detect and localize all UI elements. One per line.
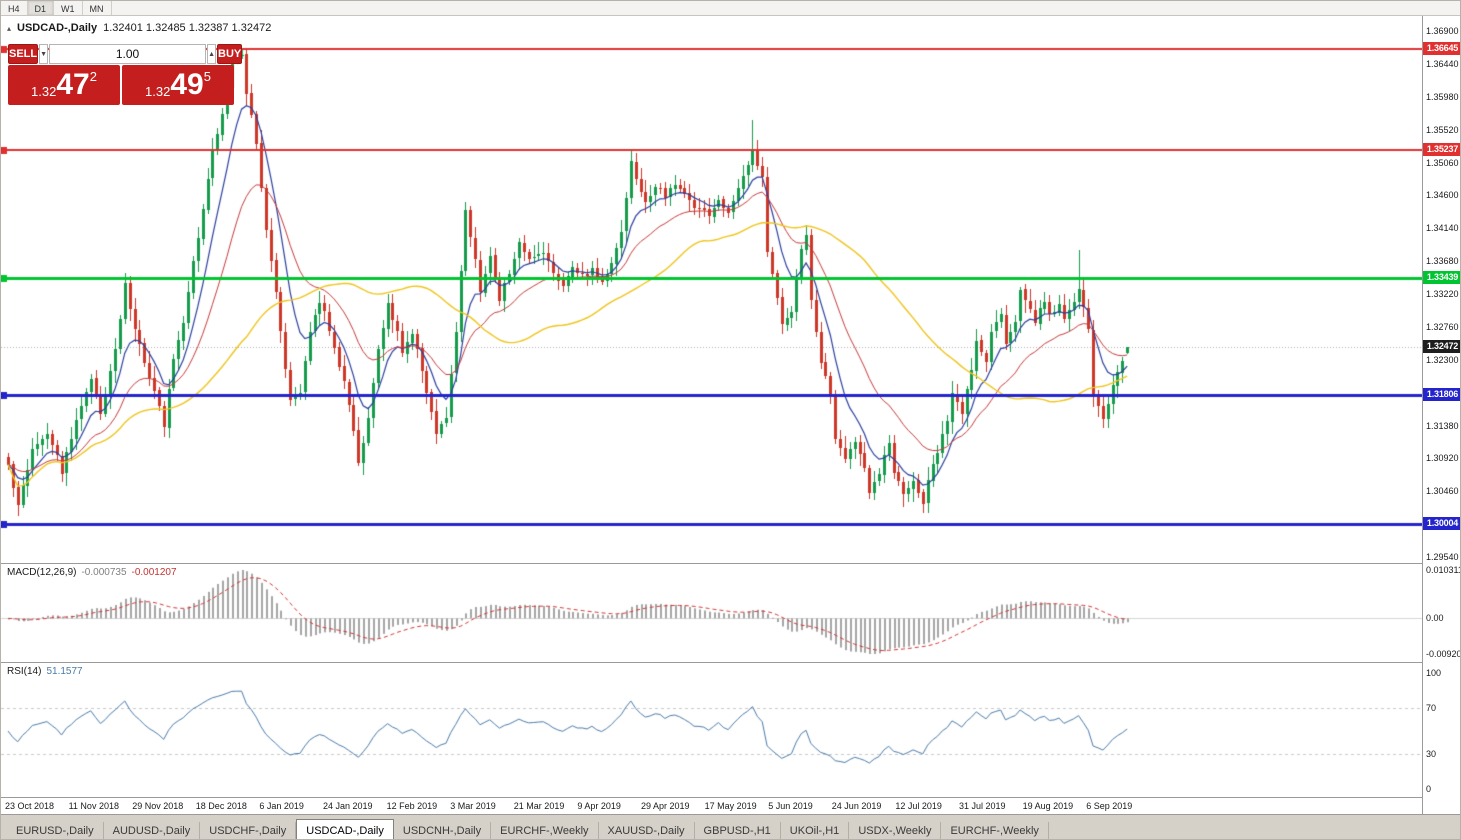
price-axis-label: 1.33220 xyxy=(1426,289,1459,299)
rsi-axis-label: 30 xyxy=(1426,749,1437,760)
volume-decrease-button[interactable]: ▼ xyxy=(39,44,49,64)
panel-separator xyxy=(1,797,1460,798)
chart-tab-8[interactable]: UKOil-,H1 xyxy=(781,822,850,839)
chart-tab-10[interactable]: EURCHF-,Weekly xyxy=(941,822,1049,839)
time-axis-label: 9 Apr 2019 xyxy=(577,801,621,811)
macd-name: MACD(12,26,9) xyxy=(7,567,77,578)
price-axis-label: 1.36900 xyxy=(1426,26,1459,36)
price-axis-label: 1.35520 xyxy=(1426,124,1459,135)
timeframe-button-d1[interactable]: D1 xyxy=(27,1,55,15)
time-axis-label: 12 Feb 2019 xyxy=(386,801,438,811)
rsi-label: RSI(14) 51.1577 xyxy=(7,666,83,677)
price-axis[interactable]: 1.36900 1.36440 1.35980 1.35520 1.35060 1.346… xyxy=(1422,16,1461,814)
sell-button[interactable]: SELL xyxy=(8,44,39,64)
chart-tab-3[interactable]: USDCAD-,Daily xyxy=(296,819,394,839)
buy-price-prefix: 1.32 xyxy=(145,84,171,99)
macd-signal-value: -0.001207 xyxy=(131,567,177,578)
chart-tab-9[interactable]: USDX-,Weekly xyxy=(849,822,942,839)
time-axis-label: 6 Jan 2019 xyxy=(259,801,304,811)
price-axis-label: 1.29540 xyxy=(1426,552,1459,562)
price-axis-label: 1.34600 xyxy=(1426,190,1459,201)
panel-separator[interactable] xyxy=(1,662,1460,663)
sell-price-pip: 2 xyxy=(89,69,97,84)
time-axis-label: 12 Jul 2019 xyxy=(895,801,942,811)
panel-separator[interactable] xyxy=(1,563,1460,564)
macd-axis-label: -0.009203 xyxy=(1426,649,1460,659)
chart-tab-0[interactable]: EURUSD-,Daily xyxy=(7,822,104,839)
buy-price-pip: 5 xyxy=(203,69,211,84)
price-axis-label: 1.35980 xyxy=(1426,91,1459,102)
time-axis-label: 31 Jul 2019 xyxy=(959,801,1006,811)
time-axis-label: 6 Sep 2019 xyxy=(1086,801,1133,811)
price-axis-label: 1.30920 xyxy=(1426,453,1459,464)
time-axis-label: 29 Nov 2018 xyxy=(132,801,184,811)
volume-input[interactable] xyxy=(49,44,207,64)
time-axis-label: 18 Dec 2018 xyxy=(195,801,247,811)
sell-price-big: 47 xyxy=(56,68,90,101)
time-axis-label: 24 Jan 2019 xyxy=(323,801,373,811)
time-axis-label: 3 Mar 2019 xyxy=(450,801,496,811)
time-axis-label: 24 Jun 2019 xyxy=(831,801,882,811)
price-axis-label: 1.31380 xyxy=(1426,420,1459,431)
rsi-axis-label: 70 xyxy=(1426,702,1437,713)
timeframe-button-w1[interactable]: W1 xyxy=(54,1,83,15)
panel-separator xyxy=(1,814,1460,815)
time-axis[interactable]: 23 Oct 2018 11 Nov 2018 29 Nov 2018 18 Dec … xyxy=(1,798,1422,814)
chart-symbol-label: USDCAD-,Daily xyxy=(17,22,98,34)
rsi-indicator-canvas[interactable] xyxy=(1,663,1422,797)
macd-indicator-canvas[interactable] xyxy=(1,564,1422,662)
time-axis-label: 29 Apr 2019 xyxy=(641,801,690,811)
level-badge: 1.36645 xyxy=(1423,42,1460,56)
price-axis-label: 1.33680 xyxy=(1426,256,1459,267)
level-badge: 1.33439 xyxy=(1423,271,1460,285)
level-badge: 1.31806 xyxy=(1423,388,1460,402)
price-axis-label: 1.34140 xyxy=(1426,223,1459,234)
chart-ohlc-header: ▴ USDCAD-,Daily 1.32401 1.32485 1.32387 … xyxy=(7,22,271,34)
time-axis-label: 23 Oct 2018 xyxy=(5,801,55,811)
chart-tab-2[interactable]: USDCHF-,Daily xyxy=(200,822,297,839)
buy-button[interactable]: BUY xyxy=(217,44,243,64)
time-axis-label: 5 Jun 2019 xyxy=(768,801,813,811)
collapse-indicator-icon[interactable]: ▴ xyxy=(7,23,12,33)
time-axis-label: 19 Aug 2019 xyxy=(1022,801,1074,811)
chart-tab-bar: EURUSD-,Daily AUDUSD-,Daily USDCHF-,Daily U… xyxy=(1,815,1460,839)
macd-label: MACD(12,26,9) -0.000735 -0.001207 xyxy=(7,567,177,578)
price-axis-label: 1.36440 xyxy=(1426,58,1459,69)
rsi-value: 51.1577 xyxy=(46,666,83,677)
price-axis-label: 1.32760 xyxy=(1426,321,1459,332)
macd-axis-label: 0.010311 xyxy=(1426,565,1461,575)
price-chart-canvas[interactable] xyxy=(1,16,1422,563)
price-axis-label: 1.35060 xyxy=(1426,157,1459,168)
macd-main-value: -0.000735 xyxy=(81,567,127,578)
sell-price-prefix: 1.32 xyxy=(31,84,57,99)
sell-price-display[interactable]: 1.32 47 2 xyxy=(8,65,120,105)
current-price-badge: 1.32472 xyxy=(1423,340,1460,354)
one-click-trade-panel: SELL ▼ ▲ BUY 1.32 47 2 1.32 49 5 xyxy=(8,44,243,105)
timeframe-button-mn[interactable]: MN xyxy=(83,1,112,15)
timeframe-toolbar: H4 D1 W1 MN xyxy=(1,1,1460,16)
rsi-axis-label: 100 xyxy=(1426,668,1442,678)
buy-price-big: 49 xyxy=(170,68,204,101)
price-axis-label: 1.32300 xyxy=(1426,354,1459,365)
buy-price-display[interactable]: 1.32 49 5 xyxy=(122,65,234,105)
chart-tab-7[interactable]: GBPUSD-,H1 xyxy=(695,822,781,839)
rsi-axis-label: 0 xyxy=(1426,784,1432,794)
chart-tab-1[interactable]: AUDUSD-,Daily xyxy=(104,822,201,839)
rsi-name: RSI(14) xyxy=(7,666,42,677)
chart-ohlc-values: 1.32401 1.32485 1.32387 1.32472 xyxy=(103,22,272,34)
chart-tab-5[interactable]: EURCHF-,Weekly xyxy=(491,822,599,839)
time-axis-label: 11 Nov 2018 xyxy=(68,801,119,811)
volume-increase-button[interactable]: ▲ xyxy=(207,44,216,64)
level-badge: 1.35237 xyxy=(1423,142,1460,156)
time-axis-label: 17 May 2019 xyxy=(704,801,757,811)
chart-tab-4[interactable]: USDCNH-,Daily xyxy=(394,822,492,839)
macd-axis-label: 0.00 xyxy=(1426,613,1444,624)
chart-tab-6[interactable]: XAUUSD-,Daily xyxy=(599,822,695,839)
time-axis-label: 21 Mar 2019 xyxy=(513,801,565,811)
price-axis-label: 1.30460 xyxy=(1426,486,1459,497)
timeframe-button-h4[interactable]: H4 xyxy=(1,1,28,15)
level-badge: 1.30004 xyxy=(1423,516,1460,530)
